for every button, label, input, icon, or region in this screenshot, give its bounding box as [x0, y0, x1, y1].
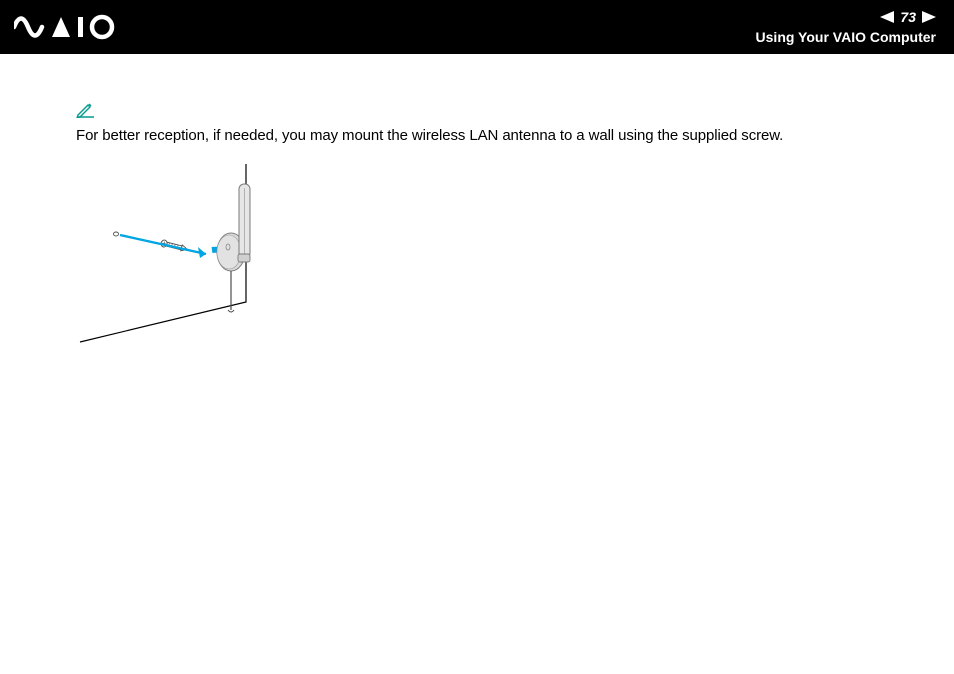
note-icon	[76, 102, 860, 123]
page-navigation: 73	[756, 8, 936, 26]
next-page-arrow-icon[interactable]	[922, 11, 936, 23]
page-header: 73 Using Your VAIO Computer	[0, 0, 954, 54]
page-number: 73	[900, 8, 916, 26]
antenna-mounting-diagram	[76, 162, 860, 377]
page-content: For better reception, if needed, you may…	[0, 54, 860, 377]
note-text: For better reception, if needed, you may…	[76, 127, 860, 144]
prev-page-arrow-icon[interactable]	[880, 11, 894, 23]
section-title: Using Your VAIO Computer	[756, 28, 936, 46]
vaio-logo	[14, 14, 124, 40]
header-right: 73 Using Your VAIO Computer	[756, 8, 936, 46]
